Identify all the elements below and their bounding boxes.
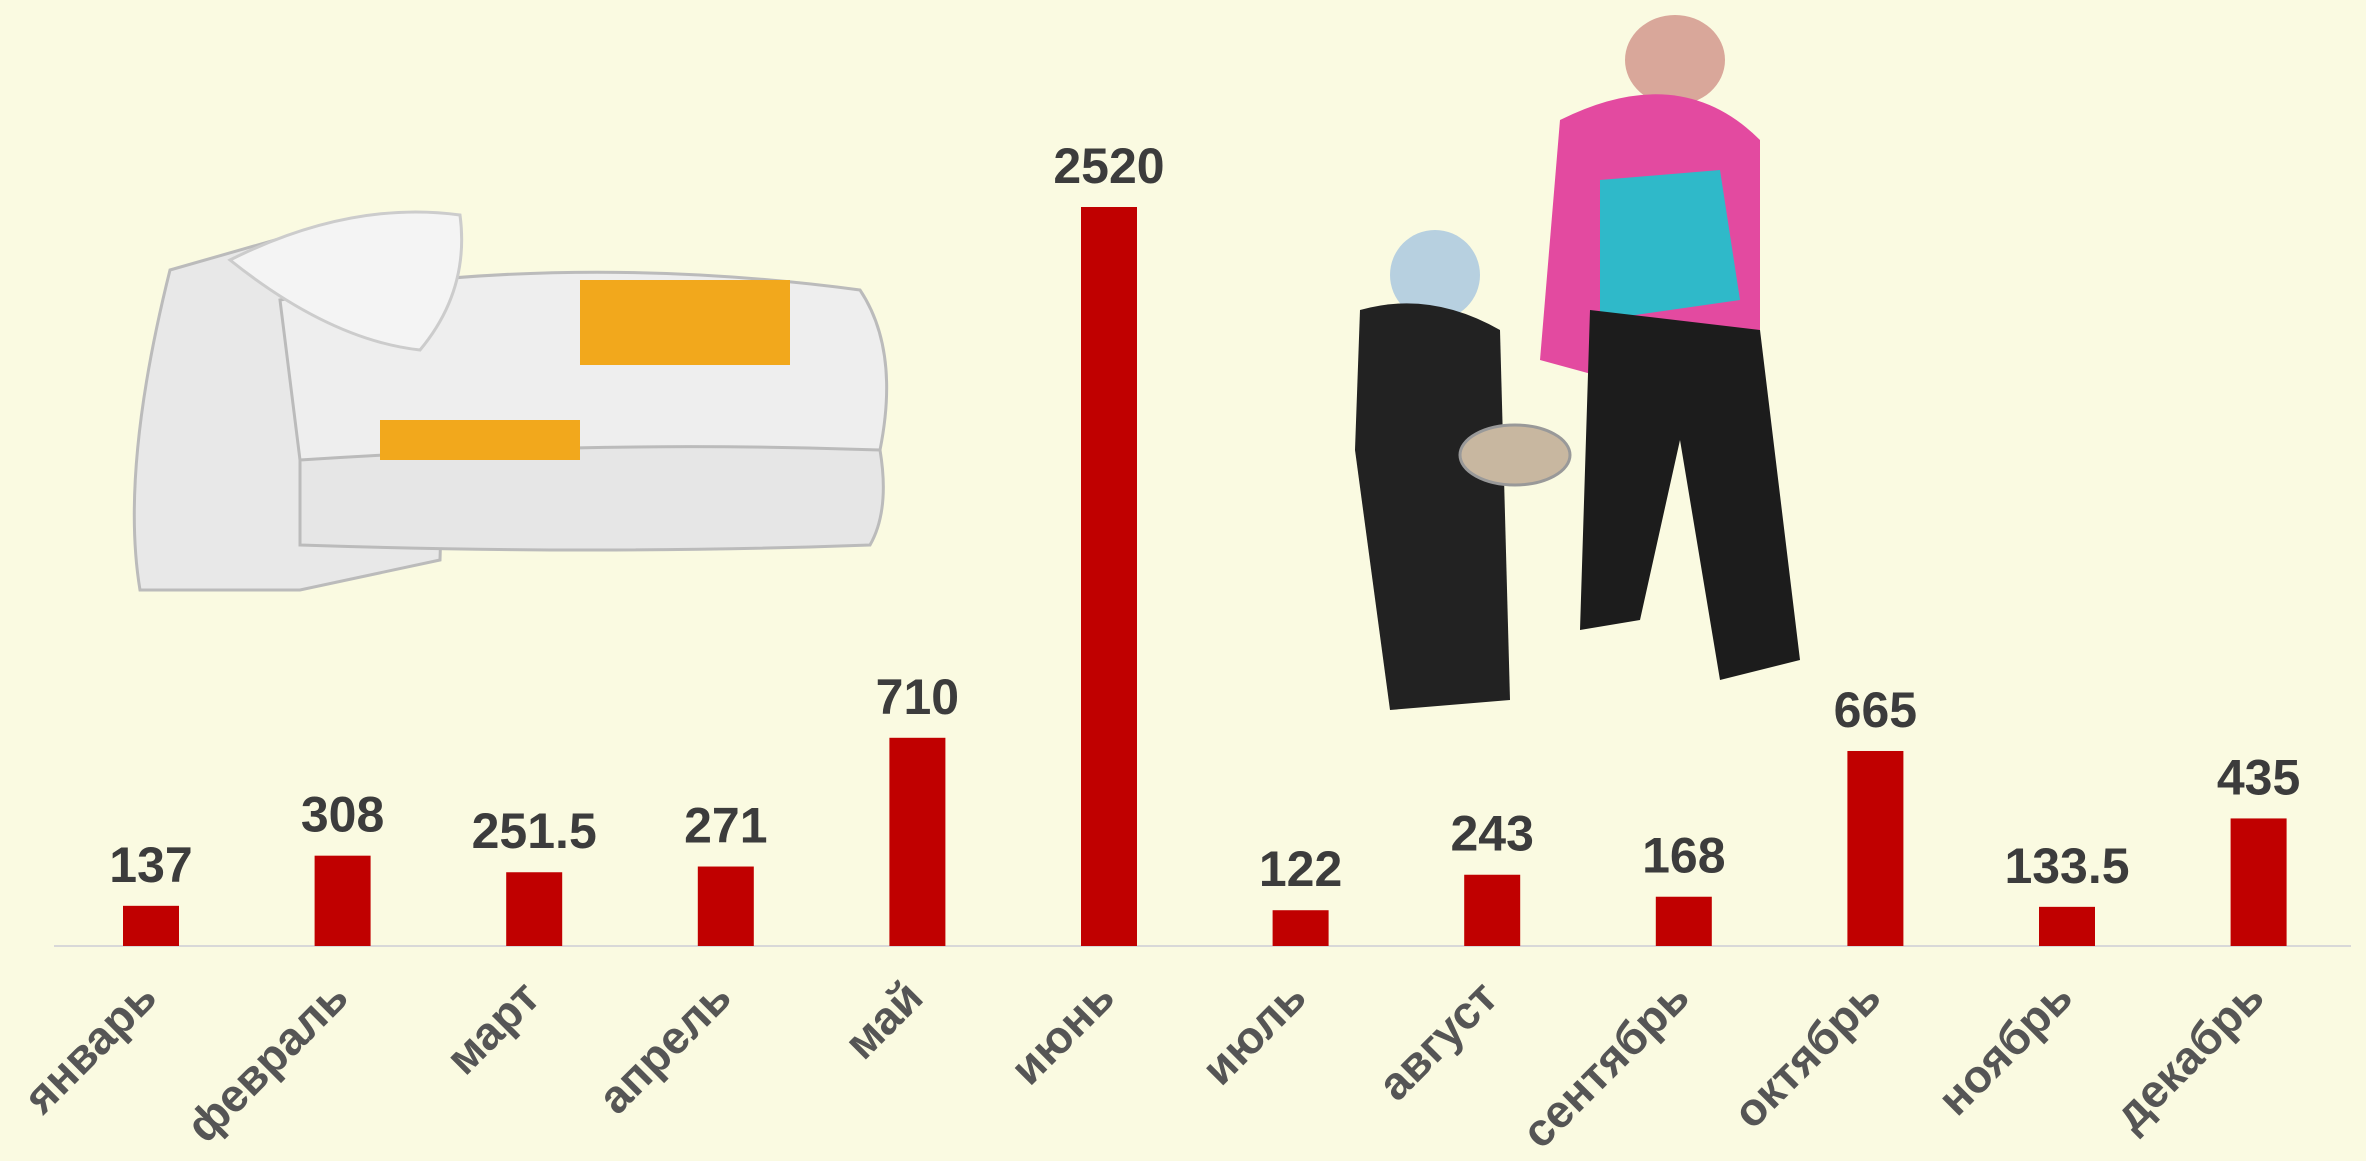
value-label: 137 [109, 837, 192, 893]
value-label: 271 [684, 798, 767, 854]
value-label: 710 [876, 669, 959, 725]
value-label: 168 [1642, 828, 1725, 884]
value-label: 122 [1259, 841, 1342, 897]
value-label: 665 [1834, 682, 1917, 738]
bar [1464, 874, 1521, 946]
bar [314, 855, 371, 946]
bar [2230, 818, 2287, 946]
value-label: 243 [1450, 806, 1533, 862]
bar [2039, 906, 2095, 946]
bar [506, 872, 563, 946]
people-photo [1355, 15, 1800, 710]
bar [889, 737, 946, 946]
bar [697, 866, 754, 946]
bar [1655, 896, 1712, 946]
value-label: 2520 [1053, 138, 1164, 194]
bar [1272, 910, 1329, 946]
value-label: 251.5 [472, 803, 597, 859]
bar [123, 905, 179, 946]
bar [1847, 750, 1904, 946]
bar [1081, 207, 1137, 946]
value-label: 133.5 [2004, 838, 2129, 894]
value-label: 308 [301, 787, 384, 843]
value-label: 435 [2217, 749, 2300, 805]
dog-food-bags-photo [132, 210, 889, 592]
